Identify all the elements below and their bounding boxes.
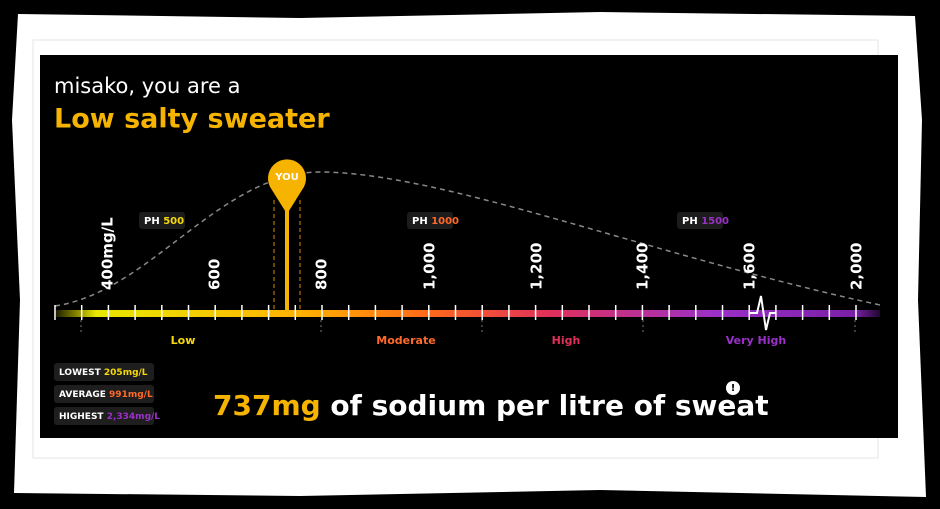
tick-label: 1,200 [528,243,546,290]
ph-prefix: PH [682,216,698,227]
stat-value: 991mg/L [109,390,153,400]
headline: 737mg of sodium per litre of sweat [213,389,769,422]
result-title: Low salty sweater [54,104,330,135]
tick-label: 1,600 [741,243,759,290]
stat-value: 2,334mg/L [107,412,161,422]
headline-amount: 737mg [213,389,321,422]
stat-badge [54,407,154,425]
info-icon-text[interactable]: ! [731,383,736,394]
ph-marker: PH 1000 [412,216,459,227]
ph-badge [677,212,723,229]
zone-label: Low [171,334,196,347]
stat-badge [54,363,154,381]
ph-value: 1000 [431,216,459,227]
zone-label: Moderate [376,334,435,347]
headline-text: of sodium per litre of sweat [330,389,768,422]
stat: AVERAGE 991mg/L [59,390,153,400]
ph-badge [407,212,453,229]
ph-marker: PH 500 [144,216,184,227]
scale-bar [55,310,880,317]
ph-prefix: PH [412,216,428,227]
pin-label: YOU [274,172,299,183]
pin-head [268,159,306,214]
ph-marker: PH 1500 [682,216,729,227]
tick-label: 800 [313,259,331,290]
ph-value: 1500 [701,216,729,227]
pin-stem [285,195,289,312]
greeting: misako, you are a [54,74,240,98]
zone-label: High [552,334,581,347]
distribution-curve [54,171,881,307]
ph-prefix: PH [144,216,160,227]
stat-label: HIGHEST [59,412,104,422]
zone-label: Very High [726,334,786,347]
stat-value: 205mg/L [104,368,148,378]
ph-value: 500 [163,216,184,227]
stat-label: AVERAGE [59,390,106,400]
tick-label: 2,000 [848,243,866,290]
tick-label: 1,400 [634,243,652,290]
stat-badge [54,385,154,403]
tick-label: 400mg/L [99,217,117,290]
axis-break [750,295,776,331]
ph-badge [139,212,185,229]
info-icon[interactable] [726,381,740,395]
tick-label: 1,000 [421,243,439,290]
stat: HIGHEST 2,334mg/L [59,412,160,422]
panel [40,55,898,438]
stat: LOWEST 205mg/L [59,368,148,378]
stat-label: LOWEST [59,368,102,378]
tick-label: 600 [206,259,224,290]
